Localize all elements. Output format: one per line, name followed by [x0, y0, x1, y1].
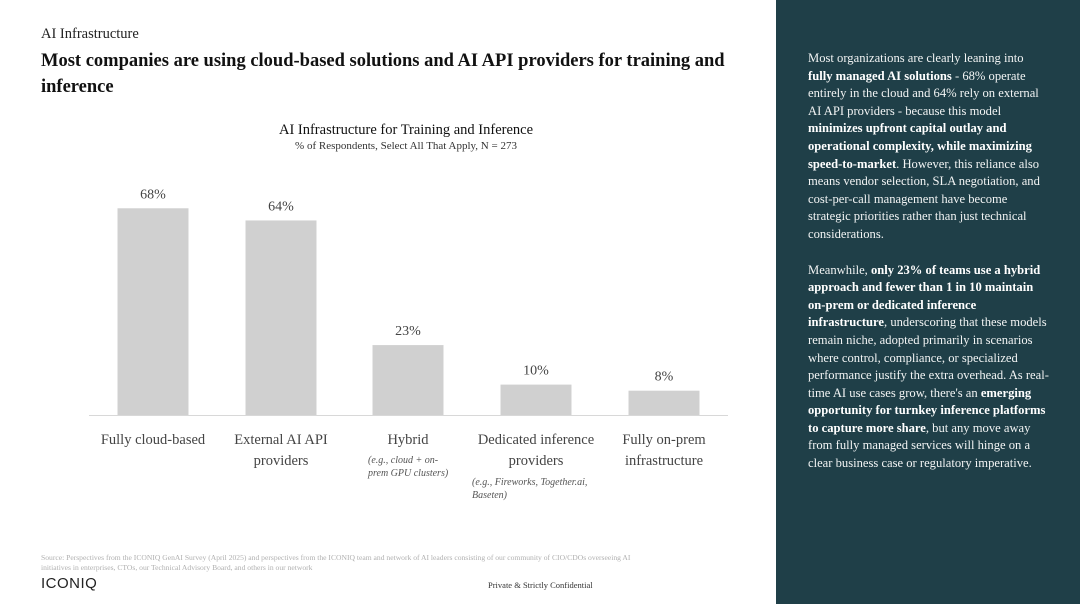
bar-value-label: 10%	[523, 364, 549, 379]
category-label: infrastructure	[625, 453, 703, 469]
sidebar-emphasis: only 23% of teams use a hybrid approach …	[808, 262, 1041, 330]
sidebar-emphasis: emerging opportunity for turnkey inferen…	[808, 385, 1046, 435]
bar	[500, 384, 572, 415]
section-label: AI Infrastructure	[41, 26, 139, 42]
bar	[117, 208, 189, 415]
sidebar-emphasis: fully managed AI solutions	[808, 68, 952, 83]
bar-value-label: 68%	[140, 187, 166, 202]
sidebar-content: Most organizations are clearly leaning i…	[808, 50, 1050, 473]
sidebar-text: , underscoring that these models remain …	[808, 315, 1049, 400]
category-label: providers	[254, 453, 309, 469]
iconiq-logo: ICONIQ	[41, 575, 98, 592]
sidebar-text: Most organizations are clearly leaning i…	[808, 51, 1024, 65]
category-note: Baseten)	[472, 490, 508, 501]
bar-chart: 68% Fully cloud-based 64% External AI API pr…	[89, 187, 728, 501]
category-note: prem GPU clusters)	[367, 468, 449, 479]
category-label: Fully cloud-based	[101, 432, 206, 448]
category-label: providers	[509, 453, 564, 469]
confidential-label: Private & Strictly Confidential	[488, 580, 593, 590]
sidebar-paragraph: Meanwhile, only 23% of teams use a hybri…	[808, 262, 1050, 473]
commentary-sidebar: Most organizations are clearly leaning i…	[776, 0, 1080, 604]
sidebar-text: - 68% operate entirely in the cloud and …	[808, 68, 1039, 118]
sidebar-text: Meanwhile,	[808, 262, 871, 277]
bar-value-label: 8%	[655, 370, 674, 385]
sidebar-emphasis: minimizes upfront capital outlay and ope…	[808, 121, 1032, 171]
category-label: Hybrid	[387, 432, 429, 448]
category-note: (e.g., Fireworks, Together.ai,	[472, 477, 587, 488]
category-label: Fully on-prem	[622, 432, 706, 448]
category-label: Dedicated inference	[478, 432, 594, 448]
category-note: (e.g., cloud + on-	[368, 455, 438, 466]
bar	[628, 390, 700, 415]
bar	[372, 345, 444, 415]
chart-subtitle: % of Respondents, Select All That Apply,…	[295, 140, 517, 152]
bar	[245, 220, 317, 415]
sidebar-text: , but any move away from fully managed s…	[808, 420, 1032, 471]
bar-value-label: 23%	[395, 324, 421, 339]
page-title: Most companies are using cloud-based sol…	[41, 51, 725, 97]
main-panel: AI Infrastructure Most companies are usi…	[41, 26, 728, 592]
sidebar-text: . However, this reliance also means vend…	[808, 156, 1040, 241]
sidebar-paragraph: Most organizations are clearly leaning i…	[808, 50, 1050, 244]
bar-value-label: 64%	[268, 199, 294, 214]
category-label: External AI API	[234, 432, 328, 448]
chart-title: AI Infrastructure for Training and Infer…	[278, 122, 534, 138]
source-footnote: Source: Perspectives from the ICONIQ Gen…	[41, 553, 631, 572]
